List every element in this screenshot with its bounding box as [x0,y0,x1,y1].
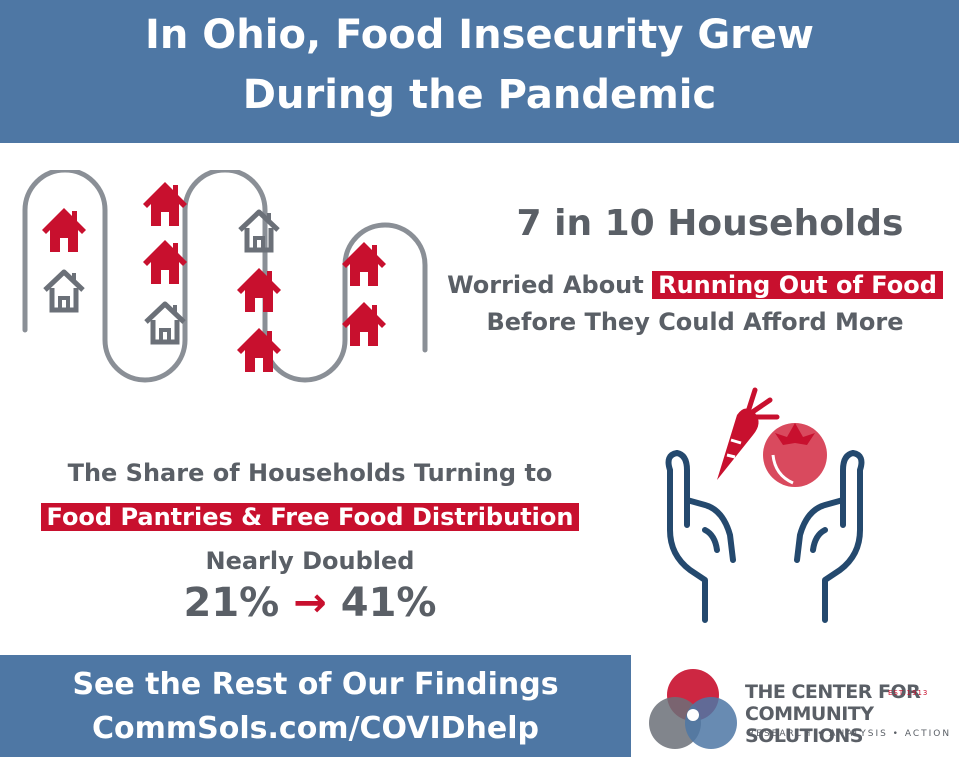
percent-to: 41% [340,580,437,626]
share-line-1: The Share of Households Turning to [67,459,553,487]
footer-line-1: See the Rest of Our Findings [72,667,559,702]
title-line-2: During the Pandemic [242,72,717,118]
logo-name-line-1: THE CENTER FOR [745,681,921,703]
tomato-icon [763,423,827,487]
percent-from: 21% [183,580,280,626]
arrow-right-icon: → [293,580,327,626]
title-line-1: In Ohio, Food Insecurity Grew [145,12,814,58]
share-highlight: Food Pantries & Free Food Distribution [40,503,580,531]
percent-change: 21% → 41% [20,580,600,626]
households-stat: 7 in 10 Households [516,203,904,244]
footer-banner: See the Rest of Our Findings CommSols.co… [0,655,631,757]
worried-highlight: Running Out of Food [652,271,943,299]
logo-tagline: RESEARCH • ANALYSIS • ACTION [748,729,952,739]
header-banner: In Ohio, Food Insecurity Grew During the… [0,0,959,143]
houses-grid-icon [22,170,428,383]
carrot-icon [717,387,780,480]
pantry-share-text: The Share of Households Turning to Food … [20,451,600,583]
logo-name-line-2: COMMUNITY SOLUTIONS [745,703,874,747]
worried-text: Worried About Running Out of Food Before… [440,267,950,341]
worried-line-2: Before They Could Afford More [486,308,904,336]
overlapping-circles-logo-icon [649,669,737,749]
worried-prefix: Worried About [447,271,653,299]
logo-established: EST.1913 [888,689,929,697]
footer-link[interactable]: CommSols.com/COVIDhelp [92,711,539,746]
hands-with-vegetables-icon [665,387,865,623]
share-line-3: Nearly Doubled [205,547,415,575]
